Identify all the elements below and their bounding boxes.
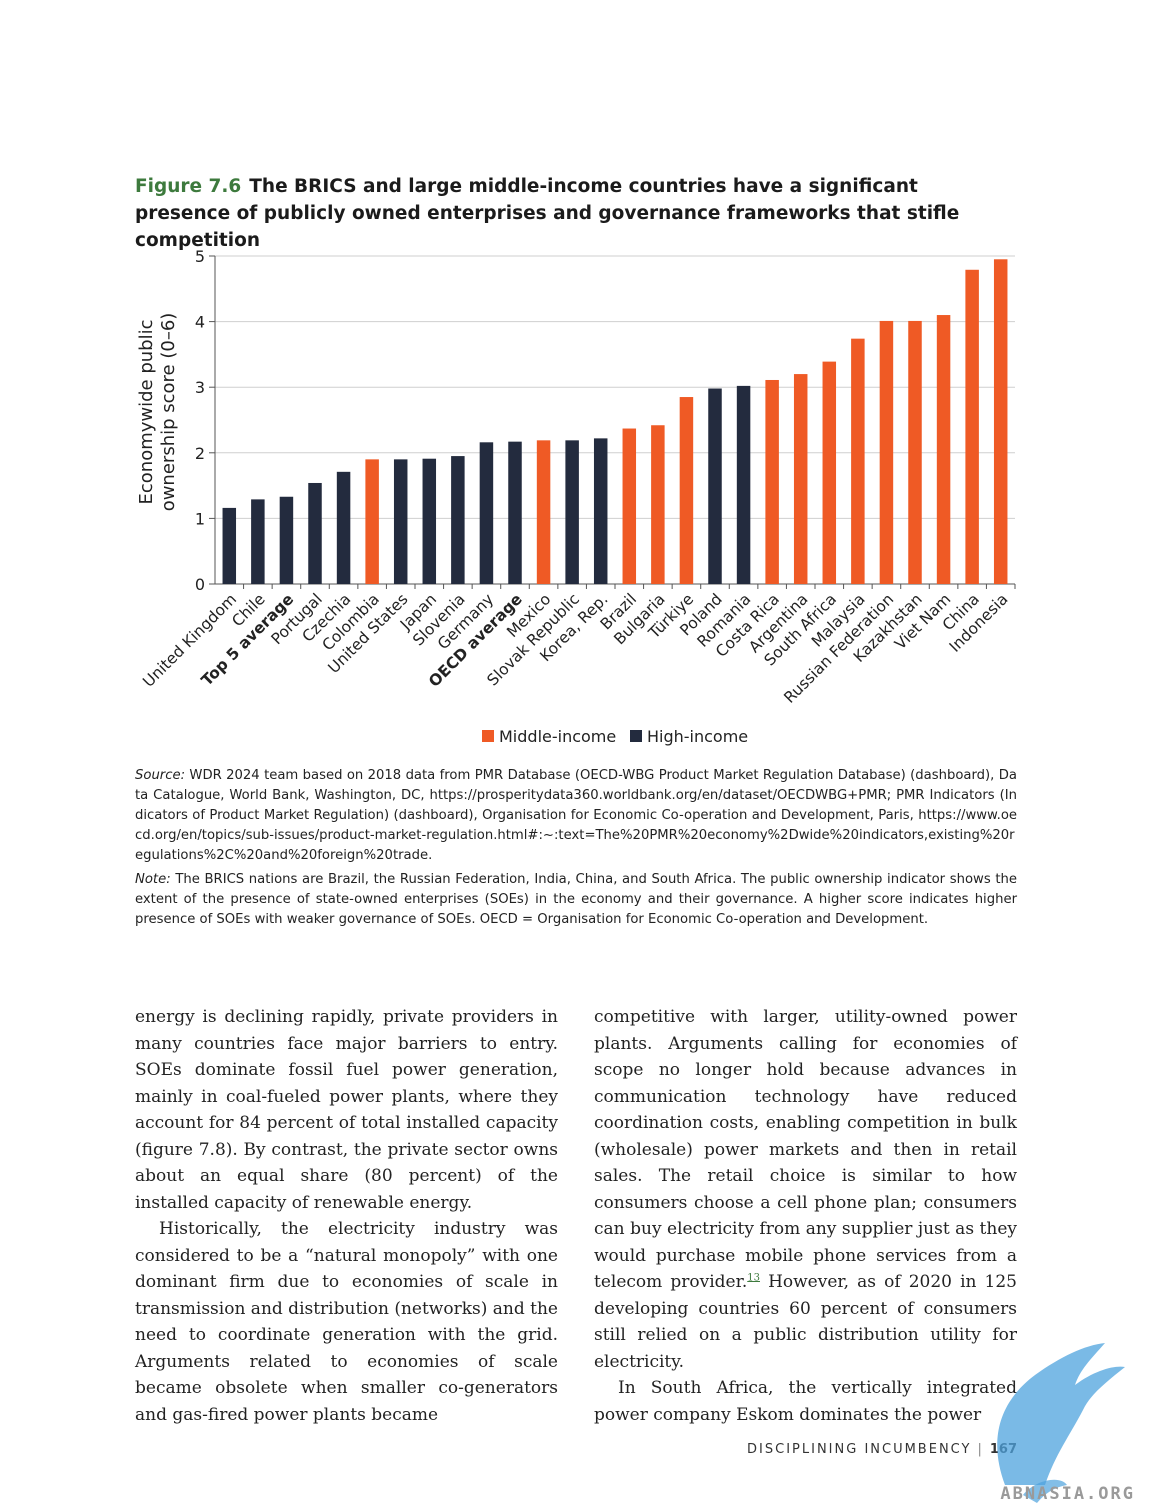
bar-t-rkiye: [679, 397, 694, 584]
watermark-logo: ABNASIA.ORG: [975, 1335, 1145, 1510]
bar-costa-rica: [765, 379, 779, 584]
bar-china: [965, 269, 979, 584]
bar-indonesia: [993, 259, 1008, 584]
paragraph: competitive with larger, utility-owned p…: [594, 1004, 1017, 1375]
chart-bars: [222, 259, 1008, 584]
bar-oecd-average: [508, 441, 522, 584]
bar-argentina: [793, 374, 808, 584]
figure-number: Figure 7.6: [135, 176, 242, 197]
y-tick-label: 4: [195, 313, 205, 332]
bar-south-africa: [822, 361, 837, 584]
figure-title: Figure 7.6 The BRICS and large middle-inc…: [135, 173, 1015, 254]
footer-separator: |: [977, 1442, 984, 1457]
paragraph: energy is declining rapidly, private pro…: [135, 1007, 558, 1213]
source-label: Source:: [135, 768, 186, 783]
bar-russian-federation: [879, 320, 894, 584]
bar-united-kingdom: [222, 507, 237, 584]
bar-romania: [736, 385, 751, 584]
running-head: DISCIPLINING INCUMBENCY: [747, 1442, 972, 1457]
y-axis-label: Economywide publicownership score (0–6): [136, 313, 179, 512]
footnote-ref-link[interactable]: 13: [747, 1272, 760, 1284]
figure-title-text: The BRICS and large middle-income countr…: [135, 176, 960, 251]
watermark-text: ABNASIA.ORG: [1000, 1484, 1135, 1504]
bar-chile: [251, 499, 265, 584]
bar-bulgaria: [651, 425, 665, 584]
y-tick-label: 5: [195, 247, 205, 266]
body-column-right: competitive with larger, utility-owned p…: [594, 1004, 1017, 1428]
bar-united-states: [393, 459, 408, 584]
legend-swatch-middle-income: [482, 730, 494, 742]
bar-brazil: [622, 428, 637, 584]
y-tick-label: 0: [195, 575, 205, 594]
paragraph-text: competitive with larger, utility-owned p…: [594, 1007, 1017, 1292]
legend-swatch-high-income: [630, 730, 642, 742]
bar-czechia: [336, 471, 351, 584]
bar-slovak-republic: [565, 440, 579, 584]
chart-gridlines: [215, 255, 1015, 519]
bar-poland: [708, 388, 722, 584]
paragraph-text: However, as of 2020 in 125 developing co…: [594, 1272, 1018, 1372]
y-tick-label: 2: [195, 444, 205, 463]
note-text: The BRICS nations are Brazil, the Russia…: [135, 872, 1017, 927]
bar-kazakhstan: [908, 320, 922, 584]
bar-portugal: [308, 482, 322, 584]
y-tick-label: 3: [195, 378, 205, 397]
y-tick-label: 1: [195, 509, 205, 528]
note-label: Note:: [135, 872, 171, 887]
paragraph: In South Africa, the vertically integrat…: [594, 1378, 1017, 1425]
bar-slovenia: [451, 456, 465, 584]
bar-viet-nam: [936, 315, 951, 584]
body-column-left: energy is declining rapidly, private pro…: [135, 1004, 558, 1428]
x-tick-label: United Kingdom: [139, 590, 240, 691]
legend-label-high-income: High-income: [647, 727, 748, 746]
bar-top-5-average: [279, 496, 294, 584]
bar-mexico: [536, 440, 551, 584]
figure-notes: Source: WDR 2024 team based on 2018 data…: [135, 766, 1017, 934]
bird-logo-icon: [997, 1343, 1125, 1503]
paragraph: Historically, the electricity industry w…: [135, 1219, 558, 1425]
bar-malaysia: [851, 338, 865, 584]
bar-colombia: [365, 459, 379, 584]
bar-germany: [479, 442, 494, 584]
legend-label-middle-income: Middle-income: [499, 727, 616, 746]
source-text: WDR 2024 team based on 2018 data from PM…: [135, 768, 1017, 863]
chart-legend: Middle-income High-income: [482, 727, 748, 746]
bar-korea-rep: [593, 438, 608, 584]
bar-japan: [422, 458, 437, 584]
